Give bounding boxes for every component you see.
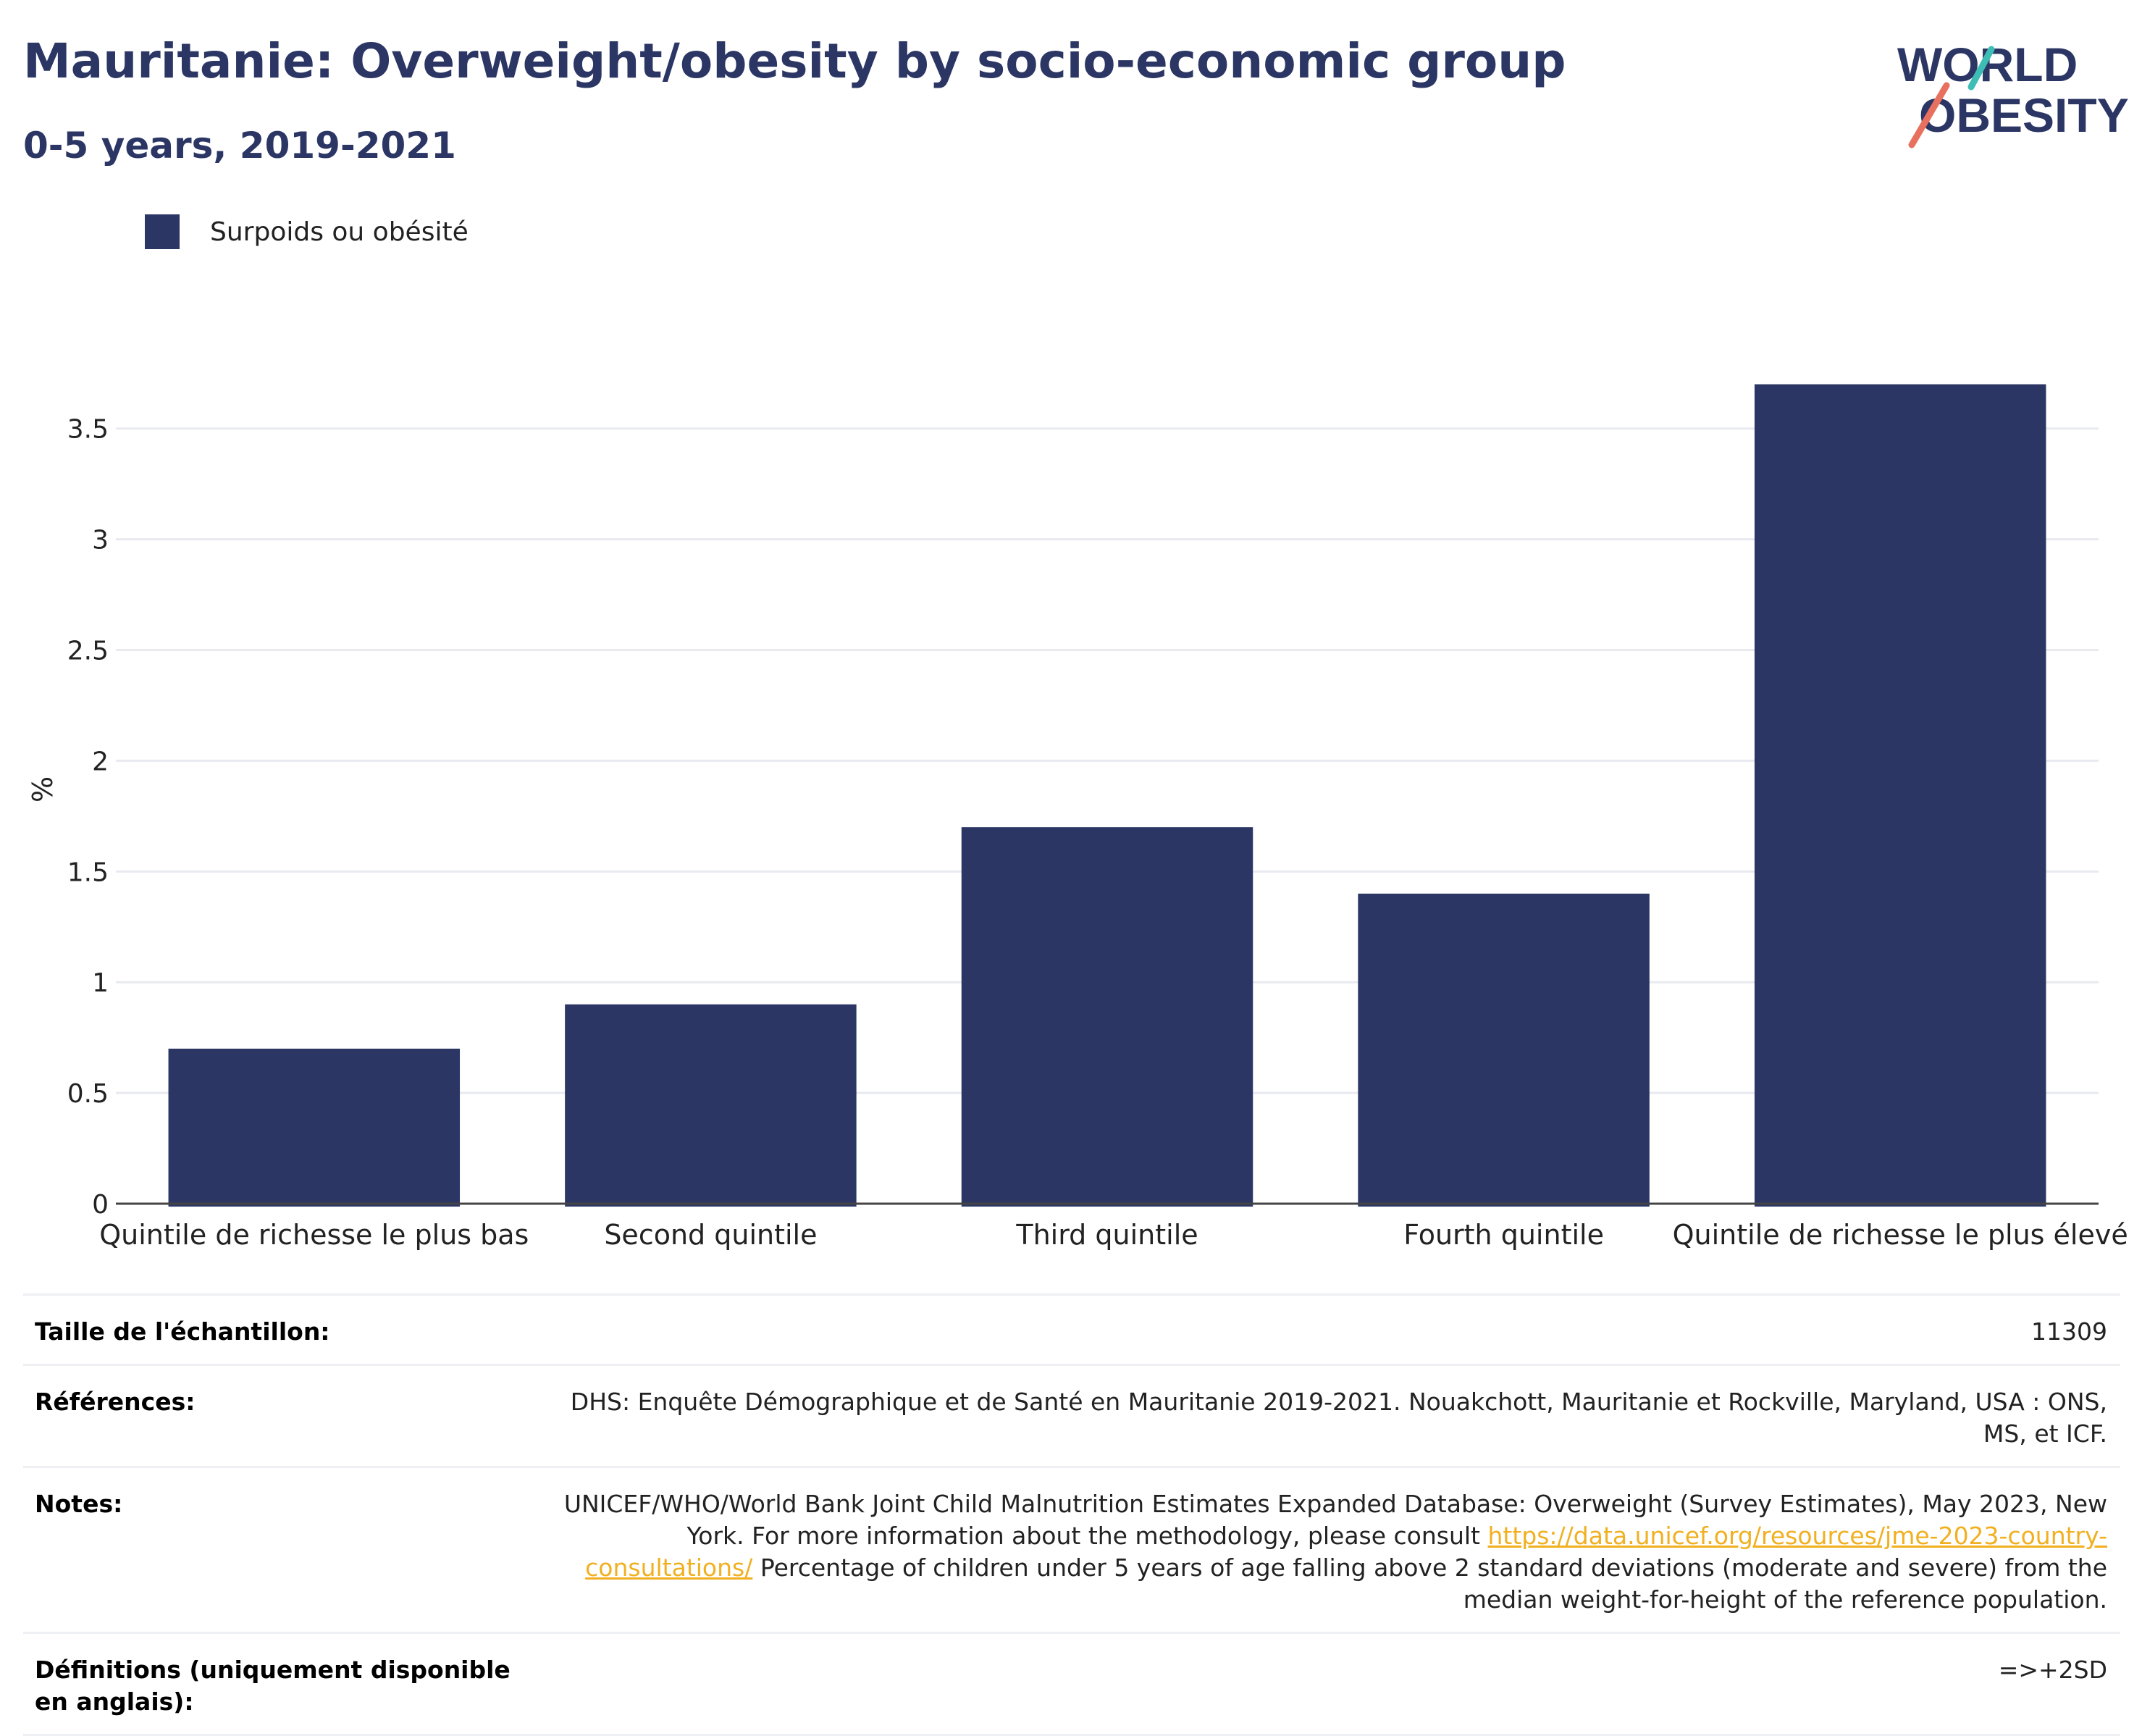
y-axis-label: % (27, 776, 59, 802)
legend-swatch (145, 214, 180, 249)
y-tick-label: 3 (92, 526, 109, 555)
bar[interactable] (565, 1004, 857, 1207)
sample-size-row: Taille de l'échantillon: 11309 (23, 1293, 2120, 1364)
bar[interactable] (1754, 384, 2046, 1207)
references-value: DHS: Enquête Démographique et de Santé e… (570, 1388, 2107, 1448)
chart-title: Mauritanie: Overweight/obesity by socio-… (23, 33, 1566, 89)
chart-subtitle: 0-5 years, 2019-2021 (23, 125, 456, 167)
logo-slash-coral (1908, 82, 1950, 148)
notes-text-after: Percentage of children under 5 years of … (760, 1553, 2107, 1614)
logo-word-obesity: OBESITY (1919, 88, 2129, 142)
chart-legend[interactable]: Surpoids ou obésité (145, 214, 469, 249)
x-tick-label: Third quintile (1015, 1219, 1198, 1251)
definitions-value: =>+2SD (1998, 1656, 2107, 1684)
logo-slash-teal (1967, 46, 1995, 91)
x-tick-label: Fourth quintile (1403, 1219, 1604, 1251)
y-tick-label: 2.5 (67, 637, 109, 666)
y-tick-label: 0.5 (67, 1079, 109, 1109)
y-tick-label: 0 (92, 1190, 109, 1220)
definitions-row: Définitions (uniquement disponible en an… (23, 1632, 2120, 1736)
sample-size-label: Taille de l'échantillon: (35, 1317, 330, 1346)
x-tick-label: Second quintile (604, 1219, 817, 1251)
world-obesity-logo: WORLD OBESITY (1897, 38, 2129, 148)
axes: 0 0.5 1 1.5 2 2.5 3 3.5 Quintile de richesse le … (67, 415, 2128, 1251)
sample-size-value: 11309 (2031, 1317, 2107, 1346)
y-tick-label: 1 (92, 968, 109, 998)
bars (168, 384, 2046, 1207)
info-table: Taille de l'échantillon: 11309 Référence… (23, 1293, 2120, 1736)
x-tick-label: Quintile de richesse le plus bas (99, 1219, 529, 1251)
x-tick-label: Quintile de richesse le plus élevé (1673, 1219, 2128, 1251)
bar[interactable] (168, 1048, 461, 1207)
legend-label: Surpoids ou obésité (210, 217, 469, 247)
bar[interactable] (1358, 893, 1650, 1207)
references-row: Références: DHS: Enquête Démographique e… (23, 1364, 2120, 1466)
notes-value: UNICEF/WHO/World Bank Joint Child Malnut… (543, 1488, 2107, 1616)
logo-word-world: WORLD (1897, 38, 2078, 91)
bar-chart: 0 0.5 1 1.5 2 2.5 3 3.5 Quintile de richesse le … (27, 384, 2128, 1251)
definitions-label: Définitions (uniquement disponible en an… (35, 1656, 511, 1716)
notes-text-before: UNICEF/WHO/World Bank Joint Child Malnut… (563, 1490, 2107, 1550)
bar[interactable] (961, 827, 1253, 1207)
y-tick-label: 1.5 (67, 857, 109, 887)
y-tick-label: 3.5 (67, 415, 109, 445)
notes-link[interactable]: https://data.unicef.org/resources/jme-20… (585, 1522, 2107, 1582)
y-tick-label: 2 (92, 747, 109, 776)
notes-row: Notes: UNICEF/WHO/World Bank Joint Child… (23, 1466, 2120, 1632)
notes-label: Notes: (35, 1490, 123, 1518)
references-label: Références: (35, 1388, 196, 1416)
